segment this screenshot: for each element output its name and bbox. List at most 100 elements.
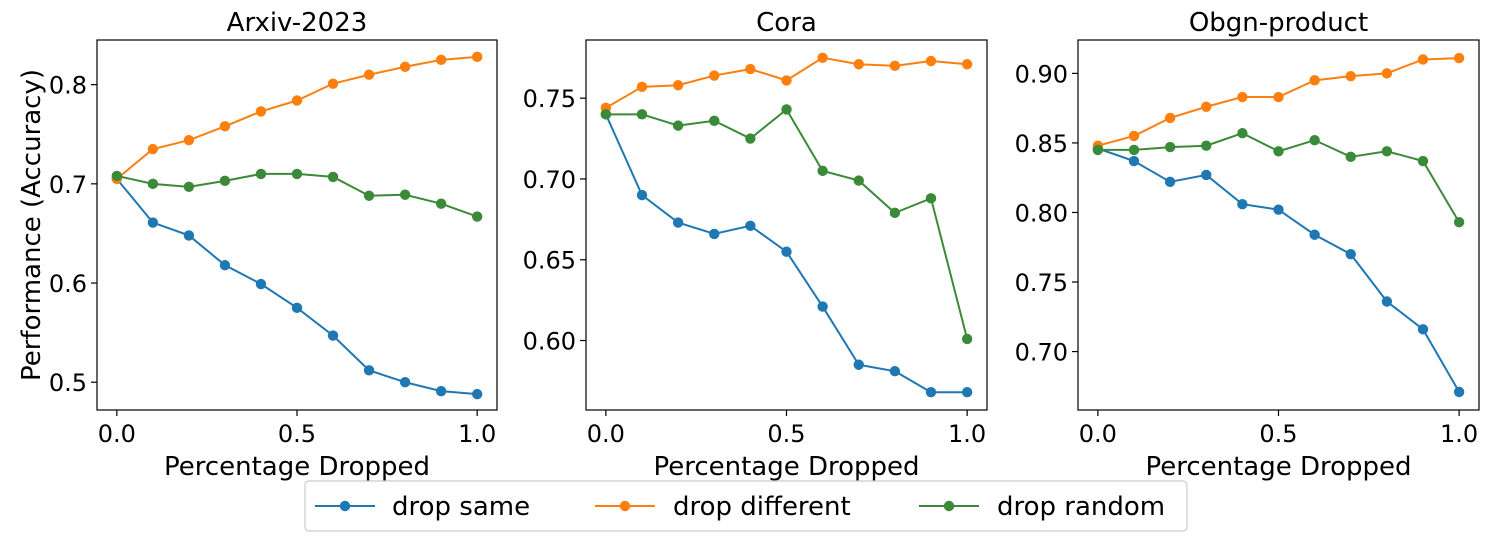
data-point bbox=[889, 60, 901, 72]
data-point bbox=[817, 301, 828, 312]
legend-box bbox=[304, 480, 1188, 532]
x-tick-label: 0.0 bbox=[1079, 420, 1117, 448]
chart-title: Obgn-product bbox=[1189, 8, 1368, 38]
data-point bbox=[745, 63, 756, 75]
data-point bbox=[781, 246, 792, 257]
x-axis-label: Percentage Dropped bbox=[164, 452, 430, 482]
y-tick-label: 0.8 bbox=[49, 72, 87, 100]
data-point bbox=[1201, 140, 1212, 151]
data-point bbox=[435, 385, 447, 397]
data-point bbox=[889, 207, 901, 219]
data-point bbox=[889, 366, 901, 377]
y-tick-label: 0.65 bbox=[523, 247, 576, 275]
data-point bbox=[745, 220, 756, 232]
data-point bbox=[399, 377, 411, 388]
series-drop-different bbox=[111, 51, 483, 185]
chart-title: Cora bbox=[756, 8, 817, 38]
data-point bbox=[1453, 386, 1465, 398]
data-point bbox=[853, 359, 864, 370]
data-point bbox=[1345, 151, 1356, 163]
y-tick-label: 0.70 bbox=[523, 166, 576, 194]
data-point bbox=[111, 170, 123, 182]
data-point bbox=[291, 95, 303, 106]
series-drop-different bbox=[1092, 52, 1465, 151]
data-point bbox=[471, 388, 483, 400]
data-point bbox=[147, 178, 159, 190]
data-point bbox=[1309, 75, 1320, 86]
data-point bbox=[1201, 169, 1212, 181]
x-tick-label: 0.5 bbox=[767, 420, 805, 448]
data-point bbox=[363, 190, 375, 201]
data-point bbox=[255, 168, 267, 180]
data-point bbox=[147, 217, 159, 228]
data-point bbox=[183, 134, 195, 146]
series-line-drop-random bbox=[116, 172, 478, 218]
data-point bbox=[1381, 68, 1393, 79]
plot-frame bbox=[585, 39, 988, 411]
chart-title: Arxiv-2023 bbox=[227, 8, 368, 38]
data-point bbox=[1237, 198, 1248, 210]
data-point bbox=[925, 193, 937, 204]
data-point bbox=[1345, 249, 1356, 260]
panel-cora: Cora 0.0 0.5 1.0 0.60 0.65 0.70 0.75 Percentage … bbox=[523, 8, 988, 482]
data-point bbox=[219, 175, 231, 187]
data-point bbox=[961, 59, 973, 70]
data-point bbox=[1309, 229, 1320, 240]
data-point bbox=[183, 230, 195, 241]
x-axis-label: Percentage Dropped bbox=[653, 452, 919, 482]
legend-label-drop-same: drop same bbox=[392, 492, 530, 522]
data-point bbox=[781, 75, 792, 86]
legend-entry-drop-same: drop same bbox=[315, 492, 530, 522]
y-tick-label: 0.5 bbox=[49, 369, 87, 397]
data-point bbox=[636, 109, 648, 120]
x-tick-label: 1.0 bbox=[1440, 420, 1478, 448]
data-point bbox=[1381, 146, 1393, 157]
data-point bbox=[853, 175, 864, 186]
data-point bbox=[1164, 141, 1176, 153]
legend-marker-drop-different bbox=[619, 500, 631, 512]
series-line-drop-same bbox=[1097, 147, 1460, 393]
data-point bbox=[471, 51, 483, 63]
data-point bbox=[327, 330, 339, 341]
x-axis-label: Percentage Dropped bbox=[1145, 452, 1411, 482]
panel-arxiv-2023: Arxiv-2023 0.0 0.5 1.0 0.5 0.6 0.7 0.8 Percentag… bbox=[17, 8, 498, 482]
legend-entry-drop-random: drop random bbox=[919, 492, 1165, 522]
panel-obgn-product: Obgn-product 0.0 0.5 1.0 0.70 0.75 0.80 0.85 0.9… bbox=[1015, 8, 1480, 482]
x-tick-label: 1.0 bbox=[948, 420, 986, 448]
data-point bbox=[255, 278, 267, 290]
series-drop-different bbox=[600, 52, 973, 114]
data-point bbox=[1273, 91, 1284, 103]
data-point bbox=[291, 302, 303, 314]
series-line-drop-same bbox=[116, 178, 478, 396]
data-point bbox=[1128, 155, 1140, 167]
data-point bbox=[1201, 101, 1212, 112]
x-tick-label: 0.0 bbox=[587, 420, 625, 448]
data-point bbox=[435, 198, 447, 209]
data-point bbox=[1417, 54, 1429, 65]
x-tick-label: 0.5 bbox=[278, 420, 316, 448]
data-point bbox=[1273, 204, 1284, 215]
data-point bbox=[1273, 146, 1284, 157]
data-point bbox=[636, 81, 648, 93]
data-point bbox=[1164, 112, 1176, 124]
data-point bbox=[291, 168, 303, 180]
data-point bbox=[183, 181, 195, 193]
data-point bbox=[1237, 91, 1248, 103]
data-point bbox=[709, 115, 720, 126]
series-drop-same bbox=[1092, 143, 1465, 398]
data-point bbox=[219, 259, 231, 271]
data-point bbox=[1453, 217, 1465, 228]
data-point bbox=[1164, 176, 1176, 188]
data-point bbox=[709, 70, 720, 81]
data-point bbox=[363, 69, 375, 80]
data-point bbox=[363, 365, 375, 376]
data-point bbox=[672, 80, 684, 91]
data-point bbox=[399, 61, 411, 72]
y-tick-label: 0.7 bbox=[49, 171, 87, 199]
data-point bbox=[709, 228, 720, 240]
data-point bbox=[781, 104, 792, 115]
legend-marker-drop-same bbox=[339, 500, 351, 512]
x-tick-label: 1.0 bbox=[458, 420, 496, 448]
data-point bbox=[961, 387, 973, 398]
